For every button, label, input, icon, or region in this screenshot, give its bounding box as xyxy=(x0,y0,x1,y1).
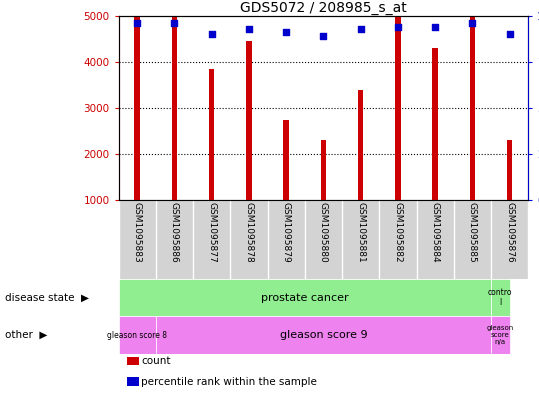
Text: contro
l: contro l xyxy=(488,288,513,307)
Point xyxy=(468,20,476,26)
Point xyxy=(393,24,402,30)
Text: GSM1095877: GSM1095877 xyxy=(207,202,216,263)
Point xyxy=(245,26,253,32)
Bar xyxy=(491,316,509,354)
Text: gleason score 9: gleason score 9 xyxy=(280,330,367,340)
Bar xyxy=(127,377,139,386)
Bar xyxy=(134,0,140,200)
Text: GSM1095883: GSM1095883 xyxy=(133,202,142,263)
Bar xyxy=(209,69,215,200)
Text: count: count xyxy=(141,356,171,366)
Bar xyxy=(507,140,513,200)
Bar xyxy=(171,0,177,200)
Text: disease state  ▶: disease state ▶ xyxy=(5,293,89,303)
Point xyxy=(356,26,365,32)
Bar xyxy=(321,140,326,200)
Bar xyxy=(127,357,139,365)
Text: GSM1095876: GSM1095876 xyxy=(505,202,514,263)
Text: gleason
score
n/a: gleason score n/a xyxy=(487,325,514,345)
Bar xyxy=(284,119,289,200)
Point xyxy=(208,31,216,37)
Point xyxy=(282,29,291,35)
Bar xyxy=(491,279,509,316)
Bar xyxy=(432,48,438,200)
Point xyxy=(133,20,142,26)
Point xyxy=(170,20,179,26)
Text: gleason score 8: gleason score 8 xyxy=(107,331,167,340)
Bar xyxy=(469,0,475,200)
Point xyxy=(431,24,439,30)
Bar xyxy=(119,316,156,354)
Bar xyxy=(246,41,252,200)
Text: GSM1095879: GSM1095879 xyxy=(282,202,291,263)
Bar xyxy=(395,0,400,200)
Title: GDS5072 / 208985_s_at: GDS5072 / 208985_s_at xyxy=(240,1,407,15)
Text: other  ▶: other ▶ xyxy=(5,330,48,340)
Text: prostate cancer: prostate cancer xyxy=(261,293,349,303)
Bar xyxy=(156,316,491,354)
Point xyxy=(319,33,328,39)
Text: GSM1095886: GSM1095886 xyxy=(170,202,179,263)
Point xyxy=(505,31,514,37)
Text: GSM1095881: GSM1095881 xyxy=(356,202,365,263)
Text: GSM1095884: GSM1095884 xyxy=(431,202,440,263)
Text: GSM1095885: GSM1095885 xyxy=(468,202,477,263)
Text: percentile rank within the sample: percentile rank within the sample xyxy=(141,376,317,387)
Text: GSM1095878: GSM1095878 xyxy=(244,202,253,263)
Bar xyxy=(358,90,363,200)
Text: GSM1095882: GSM1095882 xyxy=(393,202,403,263)
Text: GSM1095880: GSM1095880 xyxy=(319,202,328,263)
